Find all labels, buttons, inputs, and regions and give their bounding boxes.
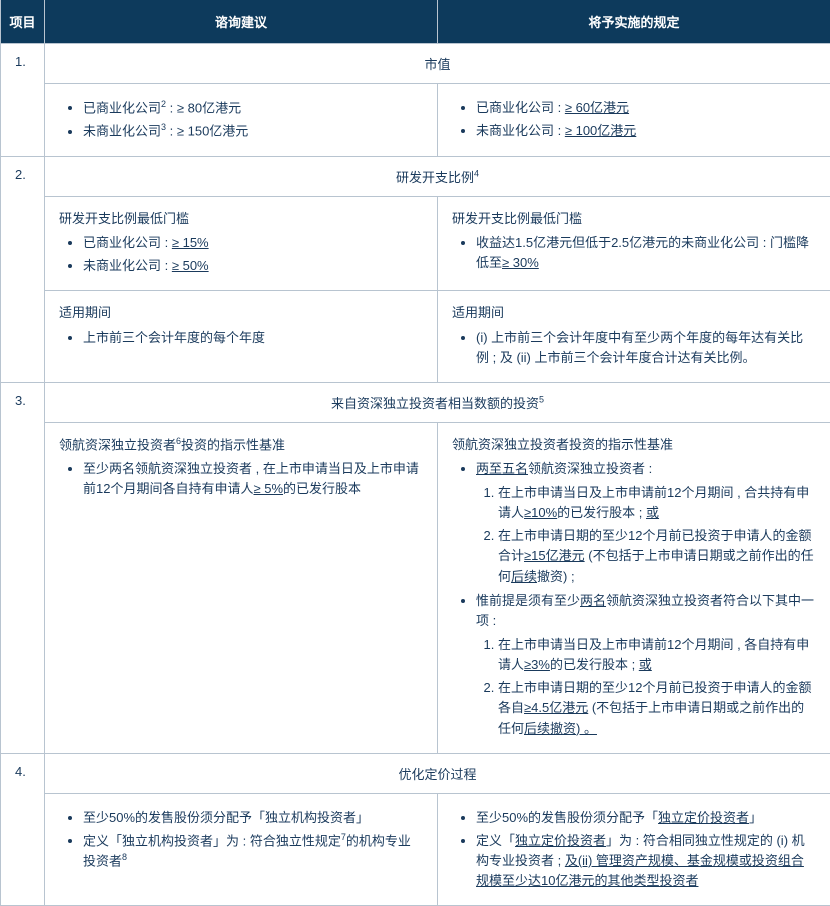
left-cell: 研发开支比例最低门槛已商业化公司 : ≥ 15% 未商业化公司 : ≥ 50% (45, 196, 438, 290)
right-cell: 适用期间 (i) 上市前三个会计年度中有至少两个年度的每年达有关比例 ; 及 (i… (438, 291, 830, 382)
list-item: 至少两名领航资深独立投资者 , 在上市申请当日及上市申请前12个月期间各自持有申… (83, 459, 423, 499)
underlined-text: 或 (646, 505, 659, 520)
underlined-text: ≥ 100亿港元 (565, 123, 636, 138)
content-row: 适用期间上市前三个会计年度的每个年度适用期间(i) 上市前三个会计年度中有至少两… (1, 291, 830, 382)
section-title-row: 3.来自资深独立投资者相当数额的投资5 (1, 382, 830, 422)
underlined-text: ≥ 50% (172, 258, 209, 273)
section-title: 优化定价过程 (45, 753, 830, 793)
list-item: 收益达1.5亿港元但低于2.5亿港元的未商业化公司 : 门槛降低至≥ 30% (476, 233, 816, 273)
block-heading: 领航资深独立投资者6投资的指示性基准 (59, 435, 423, 455)
right-cell: 领航资深独立投资者投资的指示性基准两至五名领航资深独立投资者 :在上市申请当日及… (438, 422, 830, 753)
bullet-list: 上市前三个会计年度的每个年度 (59, 328, 423, 348)
block-heading: 适用期间 (59, 303, 423, 323)
list-item: 在上市申请日期的至少12个月前已投资于申请人的金额合计≥15亿港元 (不包括于上… (498, 526, 816, 586)
list-item: 未商业化公司 : ≥ 50% (83, 256, 423, 276)
underlined-text: ≥ 30% (502, 255, 539, 270)
footnote-ref: 8 (122, 852, 127, 862)
underlined-text: ≥15亿港元 (524, 548, 585, 563)
section-title: 市值 (45, 44, 830, 84)
bullet-list: 已商业化公司 : ≥ 60亿港元未商业化公司 : ≥ 100亿港元 (452, 98, 816, 141)
left-cell: 至少50%的发售股份须分配予「独立机构投资者」定义「独立机构投资者」为 : 符合… (45, 793, 438, 906)
underlined-text: ≥ 5% (253, 481, 283, 496)
list-item: 未商业化公司3 : ≥ 150亿港元 (83, 121, 423, 141)
footnote-ref: 5 (539, 394, 544, 404)
underlined-text: 后续撤资) 。 (524, 721, 597, 736)
underlined-text: ≥ 60亿港元 (565, 100, 629, 115)
list-item: 已商业化公司2 : ≥ 80亿港元 (83, 98, 423, 118)
underlined-text: ≥4.5亿港元 (524, 700, 588, 715)
underlined-text: 或 (639, 657, 652, 672)
left-cell: 已商业化公司2 : ≥ 80亿港元未商业化公司3 : ≥ 150亿港元 (45, 84, 438, 157)
underlined-text: ≥10% (524, 505, 557, 520)
section-title: 研发开支比例4 (45, 156, 830, 196)
block-heading: 适用期间 (452, 303, 816, 323)
underlined-text: 独立定价投资者 (658, 810, 749, 825)
footnote-ref: 7 (341, 832, 346, 842)
list-item: 定义「独立定价投资者」为 : 符合相同独立性规定的 (i) 机构专业投资者 ; … (476, 831, 816, 891)
bullet-list: 收益达1.5亿港元但低于2.5亿港元的未商业化公司 : 门槛降低至≥ 30% (452, 233, 816, 273)
footnote-ref: 2 (161, 99, 166, 109)
row-number: 2. (1, 156, 45, 382)
footnote-ref: 4 (474, 169, 479, 179)
col-header-item: 项目 (1, 0, 45, 44)
content-row: 已商业化公司2 : ≥ 80亿港元未商业化公司3 : ≥ 150亿港元已商业化公… (1, 84, 830, 157)
list-item: 至少50%的发售股份须分配予「独立定价投资者」 (476, 808, 816, 828)
row-number: 3. (1, 382, 45, 753)
underlined-text: 及(ii) 管理资产规模、基金规模或投资组合规模至少达10亿港元的其他类型投资者 (476, 853, 804, 888)
bullet-list: (i) 上市前三个会计年度中有至少两个年度的每年达有关比例 ; 及 (ii) 上… (452, 328, 816, 368)
underlined-text: ≥ 15% (172, 235, 209, 250)
list-item: 已商业化公司 : ≥ 60亿港元 (476, 98, 816, 118)
block-heading: 研发开支比例最低门槛 (452, 209, 816, 229)
list-item: 已商业化公司 : ≥ 15% (83, 233, 423, 253)
list-item: 上市前三个会计年度的每个年度 (83, 328, 423, 348)
section-title: 来自资深独立投资者相当数额的投资5 (45, 382, 830, 422)
row-number: 4. (1, 753, 45, 906)
footnote-ref: 3 (161, 122, 166, 132)
right-cell: 研发开支比例最低门槛收益达1.5亿港元但低于2.5亿港元的未商业化公司 : 门槛… (438, 196, 830, 290)
right-cell: 至少50%的发售股份须分配予「独立定价投资者」定义「独立定价投资者」为 : 符合… (438, 793, 830, 906)
list-item: 在上市申请当日及上市申请前12个月期间 , 合共持有申请人≥10%的已发行股本 … (498, 483, 816, 523)
content-row: 领航资深独立投资者6投资的指示性基准至少两名领航资深独立投资者 , 在上市申请当… (1, 422, 830, 753)
underlined-text: 两至五名 (476, 461, 528, 476)
bullet-list: 至少50%的发售股份须分配予「独立机构投资者」定义「独立机构投资者」为 : 符合… (59, 808, 423, 872)
col-header-consult: 谘询建议 (45, 0, 438, 44)
col-header-implement: 将予实施的规定 (438, 0, 830, 44)
left-cell: 适用期间上市前三个会计年度的每个年度 (45, 291, 438, 382)
bullet-list: 至少两名领航资深独立投资者 , 在上市申请当日及上市申请前12个月期间各自持有申… (59, 459, 423, 499)
header-row: 项目 谘询建议 将予实施的规定 (1, 0, 830, 44)
bullet-list: 已商业化公司 : ≥ 15% 未商业化公司 : ≥ 50% (59, 233, 423, 276)
footnote-ref: 6 (176, 436, 181, 446)
underlined-text: 独立定价投资者 (515, 833, 606, 848)
list-item: 两至五名领航资深独立投资者 :在上市申请当日及上市申请前12个月期间 , 合共持… (476, 459, 816, 587)
right-cell: 已商业化公司 : ≥ 60亿港元未商业化公司 : ≥ 100亿港元 (438, 84, 830, 157)
row-number: 1. (1, 44, 45, 157)
underlined-text: ≥3% (524, 657, 550, 672)
section-title-row: 2.研发开支比例4 (1, 156, 830, 196)
content-row: 至少50%的发售股份须分配予「独立机构投资者」定义「独立机构投资者」为 : 符合… (1, 793, 830, 906)
regulation-comparison-table: 项目 谘询建议 将予实施的规定 1.市值已商业化公司2 : ≥ 80亿港元未商业… (0, 0, 830, 906)
block-heading: 研发开支比例最低门槛 (59, 209, 423, 229)
underlined-text: 后续 (511, 569, 537, 584)
block-heading: 领航资深独立投资者投资的指示性基准 (452, 435, 816, 455)
section-title-row: 4.优化定价过程 (1, 753, 830, 793)
numbered-list: 在上市申请当日及上市申请前12个月期间 , 合共持有申请人≥10%的已发行股本 … (476, 483, 816, 587)
list-item: 惟前提是须有至少两名领航资深独立投资者符合以下其中一项 :在上市申请当日及上市申… (476, 591, 816, 739)
section-title-row: 1.市值 (1, 44, 830, 84)
list-item: 在上市申请当日及上市申请前12个月期间 , 各自持有申请人≥3%的已发行股本 ;… (498, 635, 816, 675)
bullet-list: 已商业化公司2 : ≥ 80亿港元未商业化公司3 : ≥ 150亿港元 (59, 98, 423, 142)
bullet-list: 至少50%的发售股份须分配予「独立定价投资者」定义「独立定价投资者」为 : 符合… (452, 808, 816, 892)
bullet-list: 两至五名领航资深独立投资者 :在上市申请当日及上市申请前12个月期间 , 合共持… (452, 459, 816, 739)
content-row: 研发开支比例最低门槛已商业化公司 : ≥ 15%未商业化公司 : ≥ 50%研发… (1, 196, 830, 290)
left-cell: 领航资深独立投资者6投资的指示性基准至少两名领航资深独立投资者 , 在上市申请当… (45, 422, 438, 753)
list-item: 定义「独立机构投资者」为 : 符合独立性规定7的机构专业投资者8 (83, 831, 423, 872)
list-item: (i) 上市前三个会计年度中有至少两个年度的每年达有关比例 ; 及 (ii) 上… (476, 328, 816, 368)
underlined-text: 两名 (580, 593, 606, 608)
numbered-list: 在上市申请当日及上市申请前12个月期间 , 各自持有申请人≥3%的已发行股本 ;… (476, 635, 816, 739)
list-item: 至少50%的发售股份须分配予「独立机构投资者」 (83, 808, 423, 828)
list-item: 在上市申请日期的至少12个月前已投资于申请人的金额各自≥4.5亿港元 (不包括于… (498, 678, 816, 738)
list-item: 未商业化公司 : ≥ 100亿港元 (476, 121, 816, 141)
